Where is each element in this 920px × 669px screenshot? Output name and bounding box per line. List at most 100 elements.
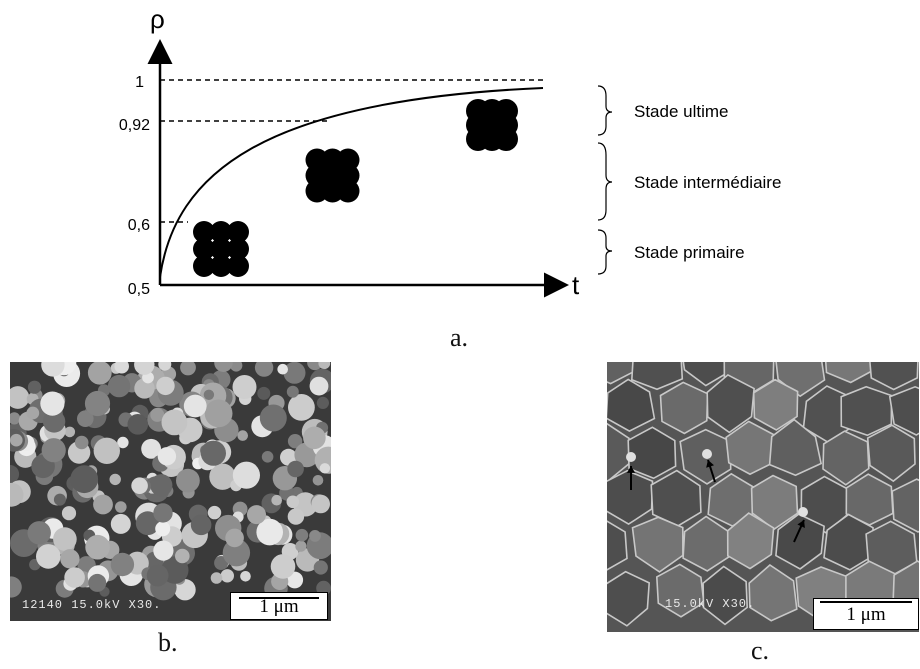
grain: [824, 362, 874, 384]
grain: [840, 385, 893, 437]
scale-bar: 1 μm: [230, 592, 328, 620]
tick-06: 0,6: [128, 217, 150, 234]
particle: [88, 573, 107, 592]
caption-a: a.: [450, 323, 469, 352]
particle: [134, 362, 155, 375]
particle: [318, 362, 331, 370]
particle: [259, 404, 287, 432]
particle: [10, 386, 30, 409]
particle: [270, 554, 296, 579]
particle: [27, 521, 51, 545]
particle: [93, 494, 113, 515]
particle: [134, 378, 155, 399]
particle: [10, 465, 20, 484]
particle: [203, 389, 215, 400]
particle: [41, 438, 66, 463]
particle-texture: [10, 362, 331, 601]
grain: [607, 362, 636, 385]
particle: [153, 540, 174, 561]
grain: [659, 381, 709, 435]
stage-label-intermediaire: Stade intermédiaire: [634, 173, 781, 192]
particle: [107, 374, 131, 398]
particle: [200, 440, 226, 466]
particle: [161, 409, 188, 436]
particle: [295, 540, 307, 552]
particle: [153, 503, 173, 523]
particle: [60, 549, 80, 569]
particle: [232, 375, 257, 399]
stage-label-primaire: Stade primaire: [634, 243, 745, 262]
particle: [117, 436, 129, 449]
particle: [261, 451, 274, 463]
particle: [227, 221, 249, 243]
particle: [232, 461, 260, 489]
arrowhead: [706, 460, 715, 468]
particle: [256, 518, 283, 546]
particle: [209, 463, 236, 490]
grain: [607, 570, 651, 627]
particle: [193, 221, 215, 243]
particle: [286, 495, 300, 509]
particle: [64, 567, 85, 588]
particle: [127, 414, 149, 435]
particle: [27, 380, 42, 394]
particle: [155, 521, 171, 537]
particle: [110, 552, 135, 577]
particle: [150, 407, 165, 422]
particle: [309, 530, 321, 542]
particle: [210, 255, 232, 277]
particle: [183, 394, 207, 418]
stage-label-ultime: Stade ultime: [634, 102, 729, 121]
grain: [775, 362, 826, 398]
scale-bar: 1 μm: [813, 598, 919, 630]
particle: [220, 569, 234, 583]
particle: [36, 544, 61, 569]
x-axis-symbol: t: [572, 270, 580, 300]
particle: [156, 376, 175, 396]
grain: [823, 513, 875, 571]
caption-c: c.: [751, 636, 770, 665]
grain: [748, 563, 798, 622]
particle: [316, 396, 329, 409]
particle: [10, 433, 23, 447]
particle: [40, 391, 65, 416]
particle: [141, 438, 162, 459]
particle: [207, 505, 222, 520]
particle: [227, 255, 249, 277]
particle: [287, 460, 304, 478]
grain: [607, 378, 656, 433]
grain: [706, 373, 755, 434]
grain: [682, 515, 731, 572]
caption-b: b.: [158, 628, 178, 657]
sem-image-porous: 12140 15.0kV X30. 1 μm: [10, 362, 331, 621]
particle: [319, 463, 331, 474]
grain: [631, 516, 684, 573]
grain: [768, 418, 823, 477]
grain: [630, 362, 684, 391]
particle: [277, 363, 289, 375]
instrument-info: 15.0kV X30.: [665, 597, 756, 611]
grain: [869, 362, 919, 391]
particle: [494, 127, 518, 151]
particle: [237, 430, 248, 441]
densification-diagram: ρ t 1 0,92 0,6 0,5 Stade ultime Stade in…: [119, 4, 782, 300]
grain: [655, 563, 705, 618]
particle: [85, 534, 110, 560]
grain-boundary-particle: [798, 507, 808, 517]
instrument-info: 12140 15.0kV X30.: [22, 598, 162, 612]
particle: [41, 362, 65, 377]
particle: [175, 548, 190, 564]
particle: [286, 385, 299, 398]
particle: [336, 179, 360, 203]
particle: [176, 468, 200, 493]
particle: [42, 410, 66, 433]
particle: [210, 221, 232, 243]
particle: [288, 394, 315, 421]
particle: [240, 571, 251, 582]
tick-092: 0,92: [119, 117, 150, 134]
particle: [10, 482, 24, 507]
particle: [135, 511, 160, 536]
particle: [150, 474, 173, 497]
particle: [10, 412, 21, 425]
particle: [26, 406, 40, 420]
